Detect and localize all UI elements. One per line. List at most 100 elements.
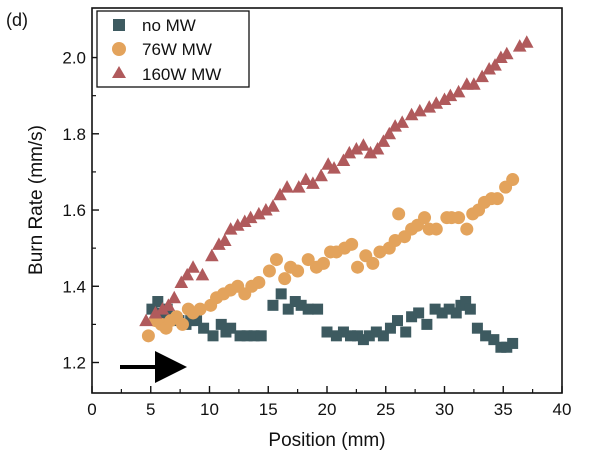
y-axis-title: Burn Rate (mm/s) [26, 125, 47, 275]
data-point-160w [475, 69, 489, 83]
data-point-160w [243, 210, 258, 224]
data-point-160w [437, 92, 452, 105]
data-point-160w [429, 96, 444, 109]
data-point-76w [316, 256, 330, 270]
data-point-no-mw [443, 303, 455, 315]
data-point-160w [292, 180, 306, 193]
data-point-160w [512, 39, 527, 52]
data-point-76w [193, 302, 207, 316]
data-point-no-mw [363, 330, 375, 342]
data-point-160w [252, 206, 266, 220]
x-tick-label: 25 [376, 400, 395, 419]
data-point-160w [356, 138, 371, 151]
x-axis-ticks: 0 5 10 15 20 25 30 35 40 [87, 386, 571, 419]
data-point-160w [467, 77, 481, 90]
data-point-160w [230, 218, 245, 231]
data-point-160w [148, 305, 163, 319]
data-point-76w [460, 222, 474, 236]
data-point-no-mw [198, 322, 210, 334]
data-point-160w [174, 275, 189, 288]
x-tick-label: 15 [259, 400, 278, 419]
series-1 [141, 173, 520, 343]
data-point-no-mw [400, 326, 412, 338]
data-point-160w [314, 168, 328, 182]
data-point-76w [490, 192, 504, 206]
x-tick-label: 35 [494, 400, 513, 419]
y-tick-label: 1.2 [62, 354, 86, 373]
x-tick-label: 5 [146, 400, 155, 419]
data-point-76w [291, 264, 305, 278]
y-tick-label: 2.0 [62, 49, 86, 68]
data-point-no-mw [436, 307, 448, 319]
data-point-160w [195, 267, 210, 281]
data-point-no-mw [302, 303, 314, 315]
data-point-no-mw [275, 288, 287, 300]
data-point-no-mw [337, 326, 349, 338]
data-point-76w [269, 253, 283, 267]
plot-layer [139, 35, 534, 353]
data-point-76w [506, 173, 520, 187]
data-point-160w [259, 203, 273, 216]
data-point-160w [273, 187, 287, 201]
data-point-no-mw [191, 315, 203, 327]
data-point-160w [342, 145, 357, 159]
data-point-76w [351, 260, 365, 274]
x-tick-label: 30 [435, 400, 454, 419]
data-point-160w [327, 161, 341, 174]
legend-marker-no-mw [113, 19, 125, 31]
data-point-160w [223, 222, 238, 235]
legend-label-160w: 160W MW [142, 65, 221, 84]
legend-marker-160w [112, 66, 126, 78]
data-point-160w [167, 290, 182, 304]
data-point-160w [266, 199, 280, 212]
data-point-160w [494, 50, 508, 64]
data-point-no-mw [421, 318, 433, 330]
data-point-no-mw [406, 311, 418, 323]
data-point-no-mw [255, 330, 267, 342]
data-point-no-mw [185, 315, 197, 327]
data-point-no-mw [295, 299, 307, 311]
data-point-76w [418, 211, 432, 225]
data-point-no-mw [488, 334, 500, 346]
data-point-no-mw [392, 315, 403, 327]
panel-label: (d) [6, 10, 28, 30]
data-point-160w [443, 88, 458, 102]
data-point-160w [388, 119, 402, 132]
data-point-160w [212, 237, 226, 250]
data-point-76w [301, 253, 315, 267]
data-point-76w [392, 207, 406, 221]
y-tick-label: 1.6 [62, 201, 86, 220]
data-point-76w [366, 256, 380, 270]
data-point-160w [180, 267, 194, 281]
x-tick-label: 20 [318, 400, 337, 419]
data-point-160w [217, 233, 232, 247]
data-point-no-mw [146, 303, 158, 315]
x-tick-label: 10 [200, 400, 219, 419]
data-point-no-mw [234, 330, 246, 342]
data-point-160w [382, 126, 397, 140]
x-tick-label: 0 [87, 400, 96, 419]
data-point-no-mw [225, 322, 237, 334]
x-axis-title: Position (mm) [268, 430, 385, 451]
data-point-160w [205, 248, 219, 262]
data-point-76w [252, 275, 266, 289]
data-point-no-mw [413, 307, 425, 319]
x-tick-label: 40 [553, 400, 572, 419]
data-point-160w [299, 172, 313, 186]
legend: no MW 76W MW 160W MW [96, 10, 250, 88]
data-point-76w [452, 211, 466, 225]
data-point-160w [139, 313, 153, 327]
data-point-no-mw [495, 341, 507, 353]
data-point-160w [451, 84, 466, 98]
data-point-160w [422, 100, 437, 113]
data-point-160w [155, 302, 170, 315]
data-point-no-mw [384, 322, 396, 334]
data-point-160w [161, 298, 176, 311]
data-point-no-mw [501, 341, 513, 353]
data-point-no-mw [450, 307, 462, 319]
data-point-160w [404, 107, 419, 121]
series-0 [146, 288, 519, 353]
data-point-160w [370, 142, 385, 155]
data-point-no-mw [480, 330, 492, 342]
